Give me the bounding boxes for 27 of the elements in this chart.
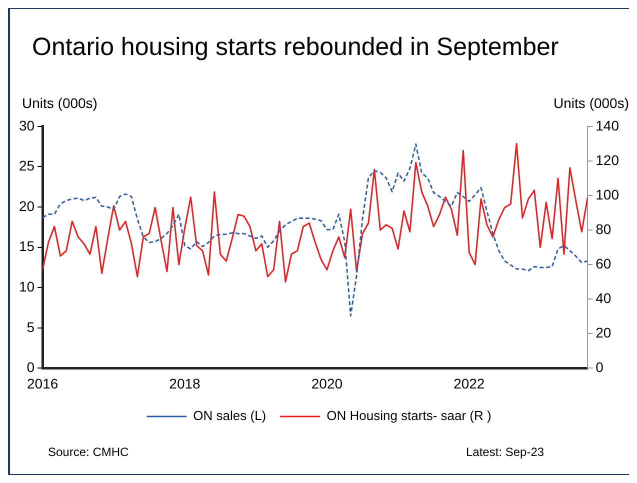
y-axis-title: Units (000s) bbox=[22, 95, 98, 111]
y2-tick-label: 20 bbox=[596, 324, 612, 341]
y-tick-label: 5 bbox=[26, 318, 35, 335]
y2-tick-label: 80 bbox=[596, 220, 612, 237]
y2-tick-label: 0 bbox=[596, 359, 604, 376]
x-tick-label: 2018 bbox=[169, 375, 201, 392]
legend-label: ON Housing starts- saar (R ) bbox=[326, 408, 492, 424]
source-note: Source: CMHC bbox=[48, 445, 129, 459]
text: Latest: Sep-23 bbox=[466, 445, 544, 459]
y2-tick-label: 140 bbox=[596, 117, 620, 134]
y-tick-label: 0 bbox=[26, 359, 35, 376]
y-tick-label: 15 bbox=[18, 238, 35, 254]
chart-title: Ontario housing starts rebounded in September bbox=[32, 33, 559, 62]
legend-label: ON sales (L) bbox=[193, 408, 266, 424]
y2-tick-label: 100 bbox=[596, 186, 620, 202]
y2-tick-label: 40 bbox=[596, 290, 612, 306]
line-series bbox=[42, 143, 588, 317]
y-tick-label: 20 bbox=[18, 198, 35, 214]
y2-tick-label: 120 bbox=[596, 152, 620, 168]
y2-axis-title: Units (000s) bbox=[554, 95, 629, 111]
x-tick-label: 2022 bbox=[454, 375, 485, 392]
y2-tick-label: 60 bbox=[596, 255, 612, 272]
y-tick-label: 25 bbox=[18, 158, 35, 174]
y-tick-label: 30 bbox=[18, 117, 35, 134]
x-tick-label: 2016 bbox=[26, 375, 58, 392]
y-tick-label: 10 bbox=[18, 278, 35, 294]
x-tick-label: 2020 bbox=[311, 375, 343, 392]
